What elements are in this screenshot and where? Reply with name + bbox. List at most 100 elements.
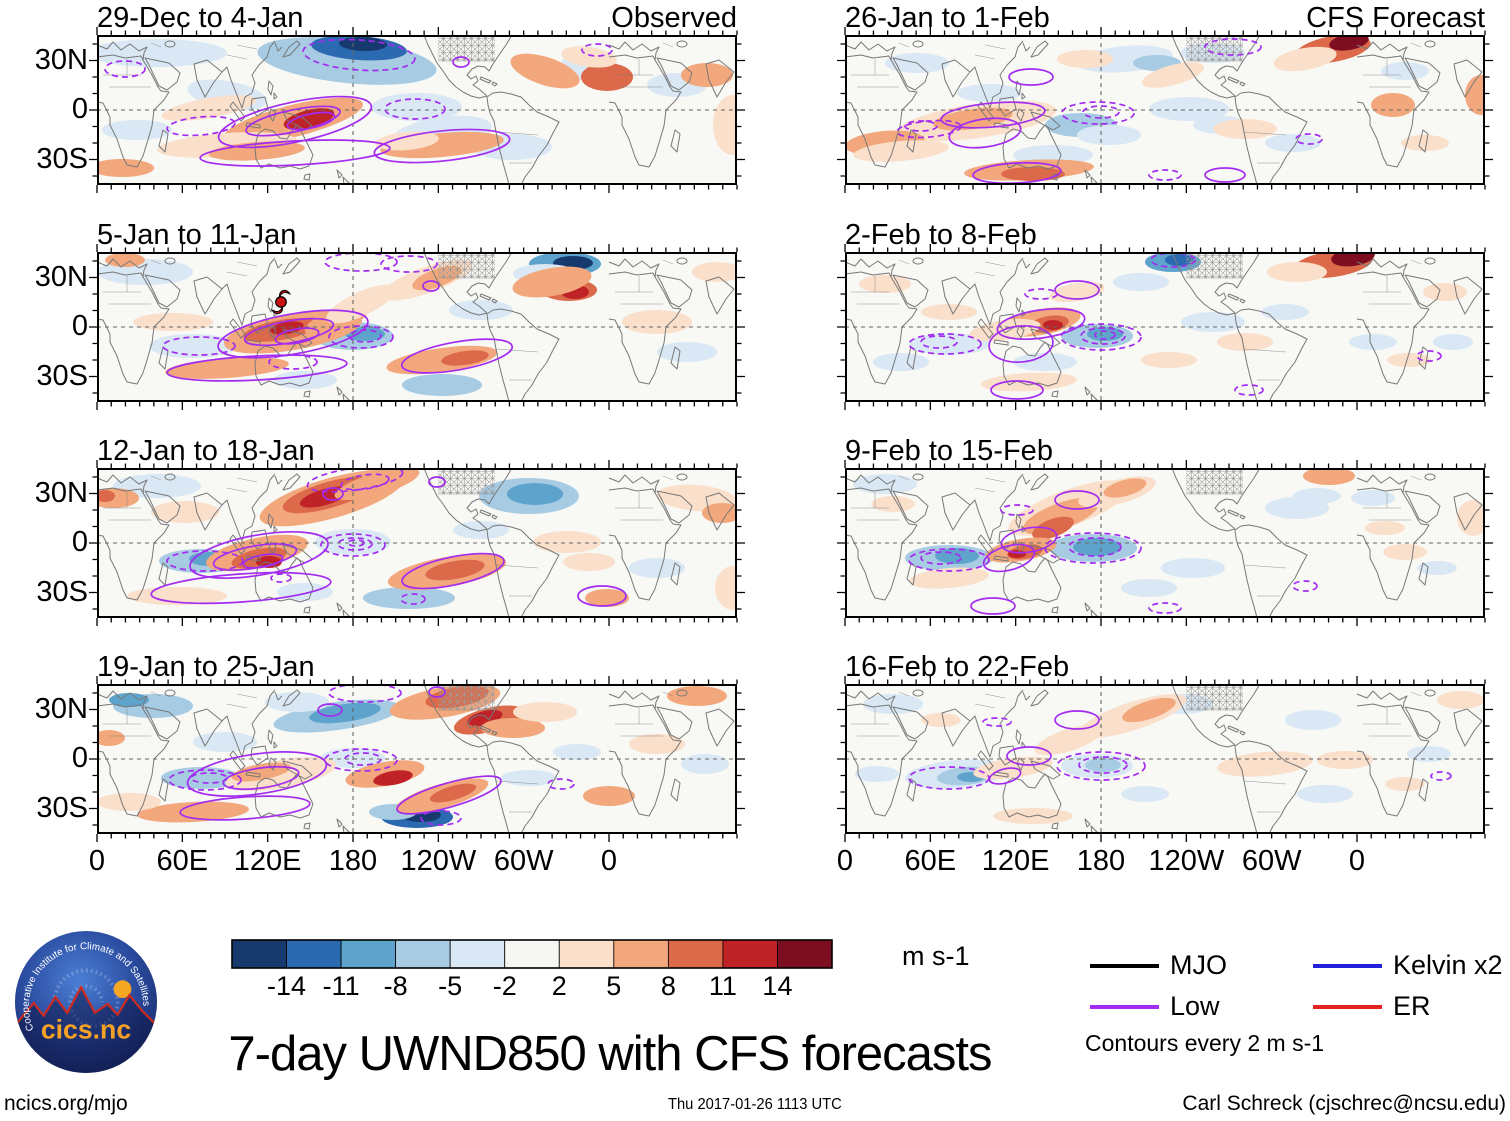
equator-dateline-crosshair [97,252,737,402]
ytick-label: 30S [36,359,88,392]
wave-contours-solid [988,710,1100,785]
panel-border [97,35,737,185]
missing-data-hatch [1186,253,1243,278]
map-content [97,468,737,618]
colorbar-segment [449,939,506,969]
map-panel-obs-3 [89,460,745,626]
cics-logo: Cooperative Institute for Climate and Sa… [12,928,160,1076]
xtick-label: 0 [836,845,854,877]
map-panel-fcst-3 [837,460,1493,626]
missing-data-hatch [438,469,495,494]
xtick-label: 60W [493,845,554,877]
contour-note: Contours every 2 m s-1 [1085,1030,1325,1056]
colorbar-segment [395,939,451,969]
colorbar-tick-label: 5 [606,971,622,1001]
xtick-label: 0 [600,845,618,877]
axis-ticks [89,244,745,410]
anomaly-shading [855,691,1485,824]
colorbar-tick-label: -14 [267,971,307,1001]
wave-contours-solid [150,476,627,607]
panel-date-range: 26-Jan to 1-Feb [845,2,1050,34]
equator-dateline-crosshair [97,468,737,618]
figure-title: 7-day UWND850 with CFS forecasts [228,1027,992,1081]
colorbar-segment [231,939,287,969]
legend-line-kelvin-x2 [1313,964,1382,968]
legend-line-er [1313,1005,1382,1009]
ytick-label: 30S [36,575,88,608]
legend-line-low [1090,1005,1159,1009]
panel-border [97,468,737,618]
xtick-label: 120E [233,845,302,877]
panel-date-range: 2-Feb to 8-Feb [845,219,1037,251]
equator-dateline-crosshair [97,684,737,834]
panel-date-range: 16-Feb to 22-Feb [845,651,1070,683]
panel-border [845,684,1485,834]
map-grid: Observed 29-Dec to 4-Jan 30N 0 30S 5-Jan to 1… [35,2,1493,1001]
colorbar-segment [613,939,669,969]
wave-contours-dashed [908,717,1452,790]
colorbar [230,938,834,970]
xtick-label: 60E [904,845,957,877]
colorbar-tick-label: 14 [762,971,793,1001]
wave-contours-dashed [166,468,426,605]
axis-ticks [89,676,745,842]
equator-dateline-crosshair [845,35,1485,185]
missing-data-hatch [1186,469,1243,494]
panel-title-obs-4: 19-Jan to 25-Jan [97,651,737,683]
map-content [97,684,737,834]
ytick-label: 30S [36,791,88,824]
colorbar-tick-label: 8 [660,971,676,1001]
logo-sun-icon [113,980,132,999]
colorbar-frame [231,939,833,969]
xtick-label: 180 [328,845,378,877]
equator-dateline-crosshair [845,252,1485,402]
panel-title-fcst-3: 9-Feb to 15-Feb [845,435,1485,467]
ytick-label: 0 [71,93,88,125]
panel-title-fcst-1: CFS Forecast 26-Jan to 1-Feb [845,2,1485,34]
panel-title-fcst-2: 2-Feb to 8-Feb [845,219,1485,251]
panel-date-range: 29-Dec to 4-Jan [97,2,304,34]
map-panel-fcst-2 [837,244,1493,410]
wave-contours-dashed [896,38,1323,181]
panel-border [97,252,737,402]
map-panel-fcst-4 [837,676,1493,842]
legend-label: MJO [1170,950,1227,980]
map-content [845,468,1485,618]
panel-border [97,684,737,834]
map-content [845,684,1485,834]
column-header-forecast: CFS Forecast [1306,2,1485,34]
xtick-label: 60E [156,845,209,877]
anomaly-shading [859,252,1473,392]
panel-date-range: 9-Feb to 15-Feb [845,435,1053,467]
colorbar-tick-label: 11 [708,971,737,1001]
panel-title-obs-1: Observed 29-Dec to 4-Jan [97,2,737,34]
missing-data-hatch [438,36,495,61]
footer-timestamp: Thu 2017-01-26 1113 UTC [668,1096,842,1113]
legend-label: ER [1393,991,1431,1021]
legend-label: Kelvin x2 [1393,950,1503,980]
equator-dateline-crosshair [845,684,1485,834]
colorbar-units: m s-1 [902,941,970,971]
colorbar-segment [340,939,397,969]
wave-contours-solid [988,280,1100,400]
colorbar-tick-label: -8 [383,971,408,1001]
wave-contours-solid [179,686,502,821]
axis-ticks [837,460,1493,626]
xtick-label: 60W [1241,845,1302,877]
wave-contours-dashed [168,684,575,826]
colorbar-tick-label: -11 [322,971,360,1001]
map-content [845,252,1485,402]
equator-dateline-crosshair [97,35,737,185]
footer-site-link[interactable]: ncics.org/mjo [4,1092,128,1115]
colorbar-segment [667,939,724,969]
colorbar-tick-label: -2 [492,971,517,1001]
map-content [97,35,737,185]
map-content [845,35,1485,185]
cics-logo-graphic: Cooperative Institute for Climate and Sa… [14,930,158,1074]
axis-ticks [89,27,745,193]
xtick-label: 0 [1348,845,1366,877]
colorbar-segment [558,939,615,969]
xtick-label: 180 [1076,845,1126,877]
xtick-label: 0 [88,845,106,877]
